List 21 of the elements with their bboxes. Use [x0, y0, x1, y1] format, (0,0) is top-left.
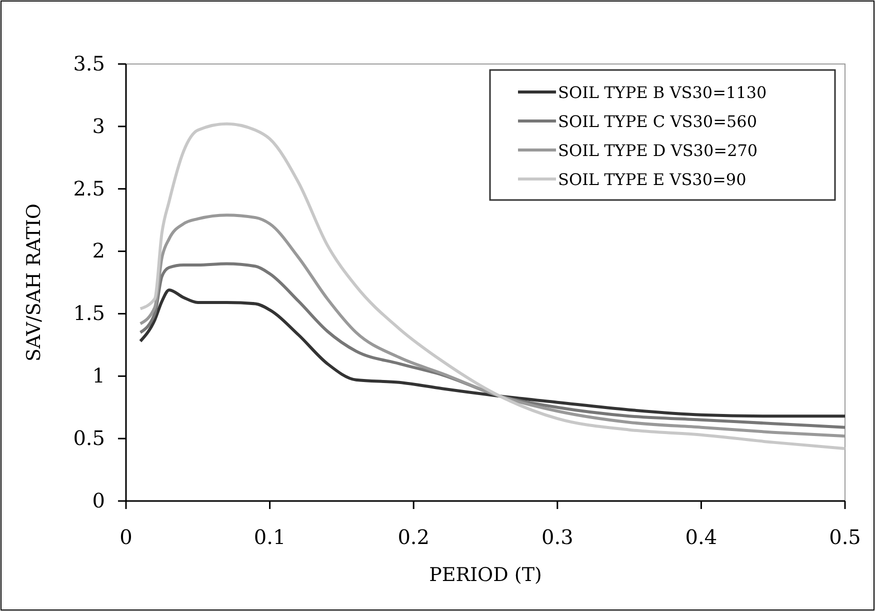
y-tick-label: 1.5: [73, 301, 105, 326]
x-tick-label: 0.4: [685, 525, 718, 549]
x-tick-label: 0.5: [829, 525, 861, 549]
x-axis-title: PERIOD (T): [429, 564, 542, 586]
x-tick-label: 0.1: [254, 525, 286, 549]
x-tick-label: 0.3: [541, 525, 574, 549]
x-tick-label: 0.2: [398, 525, 430, 549]
y-tick-label: 0: [92, 488, 105, 512]
y-tick-label: 3.5: [73, 51, 105, 76]
legend-label: SOIL TYPE C VS30=560: [558, 112, 758, 131]
legend-label: SOIL TYPE D VS30=270: [558, 141, 758, 160]
legend-label: SOIL TYPE E VS30=90: [558, 170, 746, 189]
y-tick-label: 2: [92, 238, 105, 263]
x-tick-label: 0: [120, 525, 132, 549]
legend-label: SOIL TYPE B VS30=1130: [558, 83, 767, 102]
y-tick-label: 1: [92, 364, 105, 388]
y-tick-label: 3: [92, 114, 105, 138]
y-tick-label: 2.5: [73, 176, 105, 200]
y-tick-label: 0.5: [73, 426, 105, 450]
line-series: [138, 288, 846, 418]
y-axis-title: SAV/SAH RATIO: [23, 203, 45, 362]
